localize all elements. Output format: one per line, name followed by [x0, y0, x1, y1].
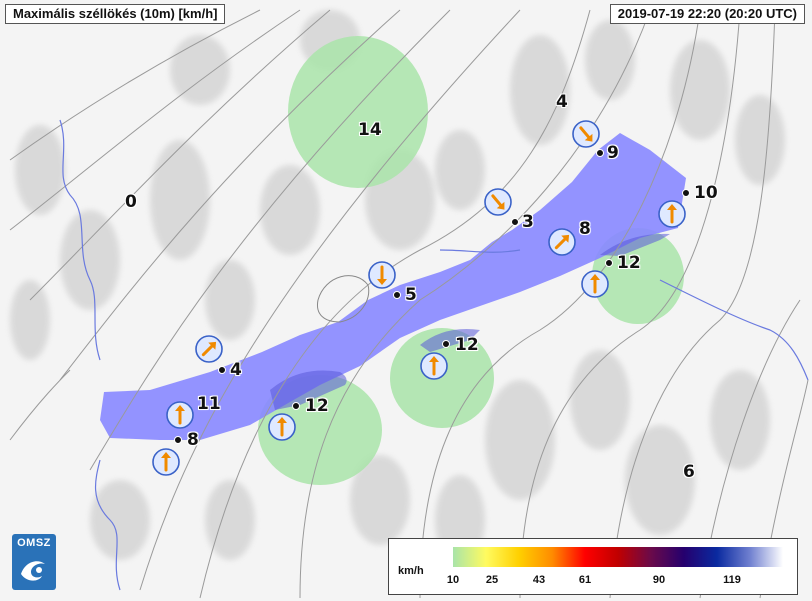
wind-arrow-icon[interactable] — [151, 447, 181, 477]
station-value: 3 — [522, 212, 534, 232]
station-value: 9 — [607, 143, 619, 163]
station-value: 12 — [455, 335, 479, 355]
map-title: Maximális széllökés (10m) [km/h] — [5, 4, 226, 24]
lake-outline — [316, 275, 370, 323]
wind-arrow-icon[interactable] — [165, 400, 195, 430]
legend-tick: 61 — [578, 574, 592, 586]
wind-arrow-icon[interactable] — [367, 260, 397, 290]
station-dot[interactable] — [511, 218, 519, 226]
wind-arrow-icon[interactable] — [580, 269, 610, 299]
legend-tick: 119 — [723, 574, 741, 586]
label-value-14: 14 — [358, 120, 382, 140]
label-value-4: 4 — [556, 92, 568, 112]
station-dot[interactable] — [682, 189, 690, 197]
station-value: 10 — [694, 183, 718, 203]
wind-arrow-icon[interactable] — [267, 412, 297, 442]
station-dot[interactable] — [393, 291, 401, 299]
wind-arrow-icon[interactable] — [194, 334, 224, 364]
station-value: 12 — [305, 396, 329, 416]
wind-arrow-icon[interactable] — [657, 199, 687, 229]
station-dot[interactable] — [174, 436, 182, 444]
station-value: 8 — [187, 430, 199, 450]
legend-unit: km/h — [398, 565, 424, 577]
wind-arrow-icon[interactable] — [419, 351, 449, 381]
wave-logo-icon — [21, 561, 45, 581]
station-value: 12 — [617, 253, 641, 273]
wind-band-dark-edge — [270, 233, 670, 410]
label-value-6: 6 — [683, 462, 695, 482]
legend-tick: 90 — [652, 574, 666, 586]
legend-tick: 43 — [532, 574, 546, 586]
station-value: 4 — [230, 360, 242, 380]
gust-area-south — [390, 328, 494, 428]
legend-tick: 10 — [446, 574, 460, 586]
terrain-shading — [10, 10, 785, 565]
station-dot[interactable] — [292, 402, 300, 410]
wind-band — [100, 133, 686, 440]
station-dot[interactable] — [442, 340, 450, 348]
rivers — [59, 119, 809, 591]
station-value: 8 — [579, 219, 591, 239]
legend-tick: 25 — [485, 574, 499, 586]
legend-colorbar — [453, 547, 783, 567]
omsz-logo: OMSZ — [12, 534, 56, 590]
station-value: 11 — [197, 394, 221, 414]
station-dot[interactable] — [596, 149, 604, 157]
wind-arrow-icon[interactable] — [547, 227, 577, 257]
station-value: 5 — [405, 285, 417, 305]
label-value-0: 0 — [125, 192, 137, 212]
map-timestamp: 2019-07-19 22:20 (20:20 UTC) — [609, 4, 805, 24]
wind-arrow-icon[interactable] — [483, 187, 513, 217]
color-legend: km/h 10 25 43 61 90 119 — [388, 538, 798, 595]
logo-text: OMSZ — [17, 537, 51, 549]
station-dot[interactable] — [605, 259, 613, 267]
wind-arrow-icon[interactable] — [571, 119, 601, 149]
station-dot[interactable] — [218, 366, 226, 374]
gust-area-north — [288, 36, 428, 188]
